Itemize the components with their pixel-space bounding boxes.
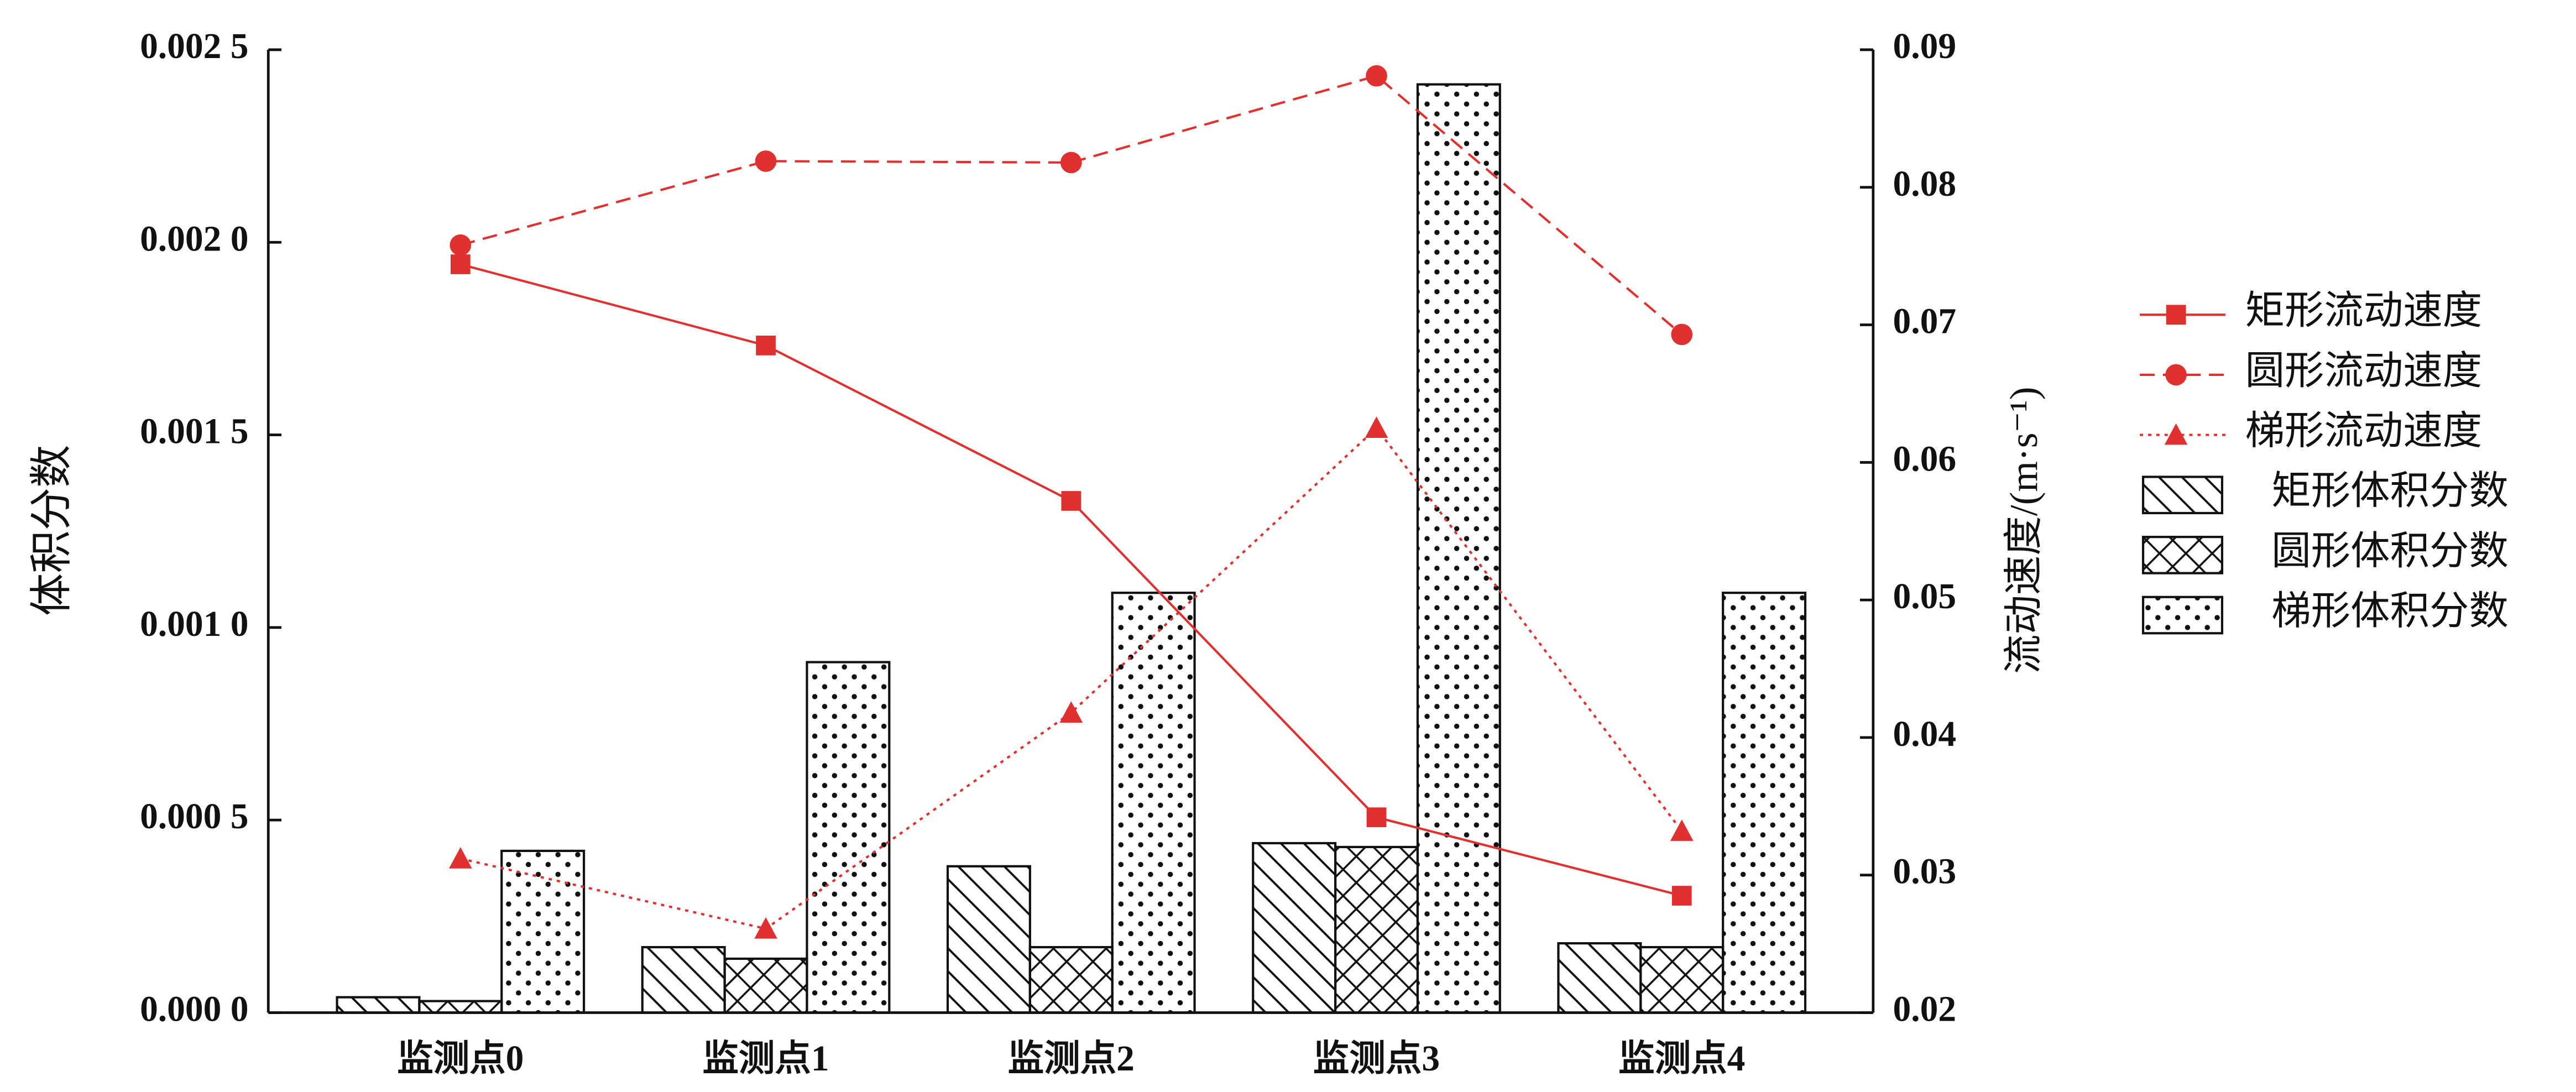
bar [806,661,891,1014]
bar [1111,592,1196,1014]
bar [1639,945,1725,1014]
line-marker [1671,323,1693,346]
legend-label: 矩形体积分数 [2271,469,2509,513]
line-marker [450,254,471,274]
line-marker [448,847,472,869]
legend-marker [2166,305,2186,325]
legend-label: 圆形流动速度 [2245,349,2483,393]
line [460,74,1683,336]
bar [641,945,726,1014]
legend-marker [2164,423,2188,445]
bar [1722,592,1807,1014]
bar [1252,842,1337,1014]
bar [1334,845,1419,1014]
line-marker [1670,819,1694,841]
bar [1557,942,1642,1014]
bar [418,1000,503,1014]
y-axis-title: 体积分数 [28,445,75,616]
legend-swatch [2141,476,2224,515]
legend-label: 圆形体积分数 [2271,529,2509,573]
y-tick-label: 0.000 0 [140,990,248,1030]
legend-swatch [2141,536,2224,574]
bar [1416,83,1501,1014]
bar [723,957,808,1014]
line-marker [1366,65,1387,87]
line-marker [1671,886,1692,906]
y2-tick-label: 0.08 [1893,164,1957,204]
y2-axis-title: 流动速度/(m·s⁻¹) [2002,386,2046,673]
bar [500,849,586,1014]
x-tick-label: 监测点4 [1618,1039,1745,1079]
y-tick-label: 0.002 5 [140,27,248,66]
legend-marker [2165,364,2187,386]
y2-tick-label: 0.05 [1893,577,1957,616]
y2-tick-label: 0.03 [1893,852,1957,892]
line-marker [1365,416,1388,438]
legend-swatch [2141,595,2224,635]
x-tick-label: 监测点2 [1008,1039,1135,1079]
line-marker [1366,807,1387,828]
bar [1028,945,1114,1014]
y-tick-label: 0.001 5 [140,412,248,452]
line [460,426,1683,930]
line-marker [754,917,777,939]
y2-tick-label: 0.06 [1893,439,1957,479]
y2-tick-label: 0.07 [1893,302,1957,342]
bar [946,865,1031,1014]
line-marker [1059,701,1083,723]
x-tick-label: 监测点1 [702,1039,829,1079]
line-marker [755,150,777,172]
y2-tick-label: 0.04 [1893,714,1957,754]
line-marker [1061,491,1081,511]
x-tick-label: 监测点3 [1313,1039,1440,1079]
y-tick-label: 0.001 0 [140,604,248,644]
line-marker [756,335,776,356]
y-tick-label: 0.000 5 [140,797,248,837]
line-marker [1060,151,1082,174]
legend-label: 梯形体积分数 [2271,589,2509,633]
legend-label: 梯形流动速度 [2245,409,2483,453]
line-marker [450,234,472,256]
bar [336,996,421,1014]
y2-tick-label: 0.02 [1893,990,1957,1030]
x-tick-label: 监测点0 [397,1039,524,1079]
legend-label: 矩形流动速度 [2245,289,2483,333]
y2-tick-label: 0.09 [1893,27,1957,66]
y-tick-label: 0.002 0 [140,219,248,259]
